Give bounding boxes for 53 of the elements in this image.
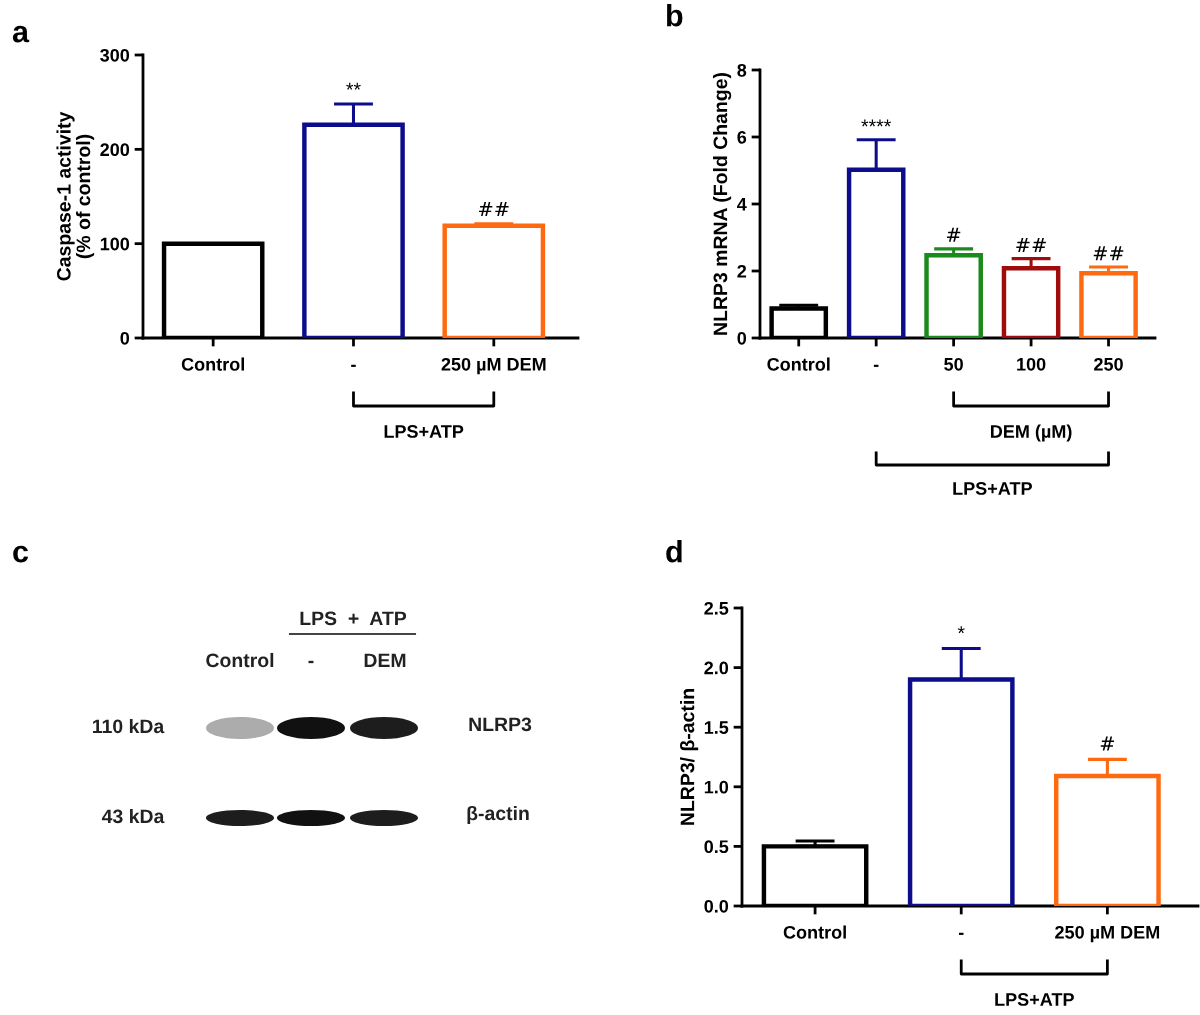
y-tick-label: 6 xyxy=(737,130,747,144)
y-tick-label: 2.0 xyxy=(704,661,729,675)
y-tick-label: 0.0 xyxy=(704,899,729,913)
y-tick-label: 1.5 xyxy=(704,721,729,734)
x-tick-label: 250 µM DEM xyxy=(1055,925,1160,943)
text: c xyxy=(13,545,29,563)
chart-title: a xyxy=(12,25,30,43)
text: β-actin xyxy=(467,805,529,825)
x-tick-label: 250 xyxy=(1094,357,1123,371)
x-tick-label: - xyxy=(351,364,356,367)
y-tick-label: 100 xyxy=(100,237,130,251)
chart-title: b xyxy=(667,4,683,27)
text: 110 kDa xyxy=(93,718,165,734)
annotation: * xyxy=(957,626,965,634)
text: 43 kDa xyxy=(101,808,165,824)
x-tick-label: - xyxy=(958,932,964,935)
y-tick-label: 0.5 xyxy=(704,840,729,854)
text: NLRP3 xyxy=(469,717,532,732)
x-tick-label: - xyxy=(873,364,879,367)
annotation: # xyxy=(946,227,961,242)
y-tick-label: 8 xyxy=(737,63,747,77)
text: DEM (µM) xyxy=(990,424,1072,442)
x-tick-label: Control xyxy=(181,357,244,371)
y-tick-label: 4 xyxy=(737,198,747,211)
x-tick-label: 100 xyxy=(1017,357,1046,371)
x-tick-label: Control xyxy=(783,925,846,939)
y-tick-label: 2 xyxy=(737,264,747,278)
text: LPS+ATP xyxy=(995,993,1074,1006)
annotation: ** xyxy=(346,82,361,90)
text: Control xyxy=(206,652,274,668)
annotation: ## xyxy=(1016,237,1046,252)
y-tick-label: 2.5 xyxy=(704,601,729,615)
text: LPS + ATP xyxy=(300,611,407,626)
chart-title: d xyxy=(666,540,682,563)
x-tick-label: 50 xyxy=(944,357,963,371)
x-tick-label: 250 µM DEM xyxy=(441,357,546,375)
y-tick-label: 1.0 xyxy=(704,780,729,794)
annotation: **** xyxy=(861,119,892,127)
y-tick-label: 300 xyxy=(100,48,130,62)
y-tick-label: 0 xyxy=(120,331,130,345)
text: DEM xyxy=(364,653,406,668)
y-axis-title: NLRP3 mRNA (Fold Change) xyxy=(713,73,732,335)
y-axis-title: Caspase-1 activity (% of control) xyxy=(56,111,95,281)
annotation: ## xyxy=(479,202,509,217)
y-tick-label: 0 xyxy=(737,331,747,345)
text: LPS+ATP xyxy=(953,482,1032,495)
text: - xyxy=(308,660,314,664)
annotation: ## xyxy=(1093,246,1124,261)
annotation: # xyxy=(1100,736,1115,751)
y-axis-title: NLRP3/ β-actin xyxy=(680,689,699,825)
y-tick-label: 200 xyxy=(100,143,130,157)
text: LPS+ATP xyxy=(384,425,464,438)
x-tick-label: Control xyxy=(767,357,830,371)
